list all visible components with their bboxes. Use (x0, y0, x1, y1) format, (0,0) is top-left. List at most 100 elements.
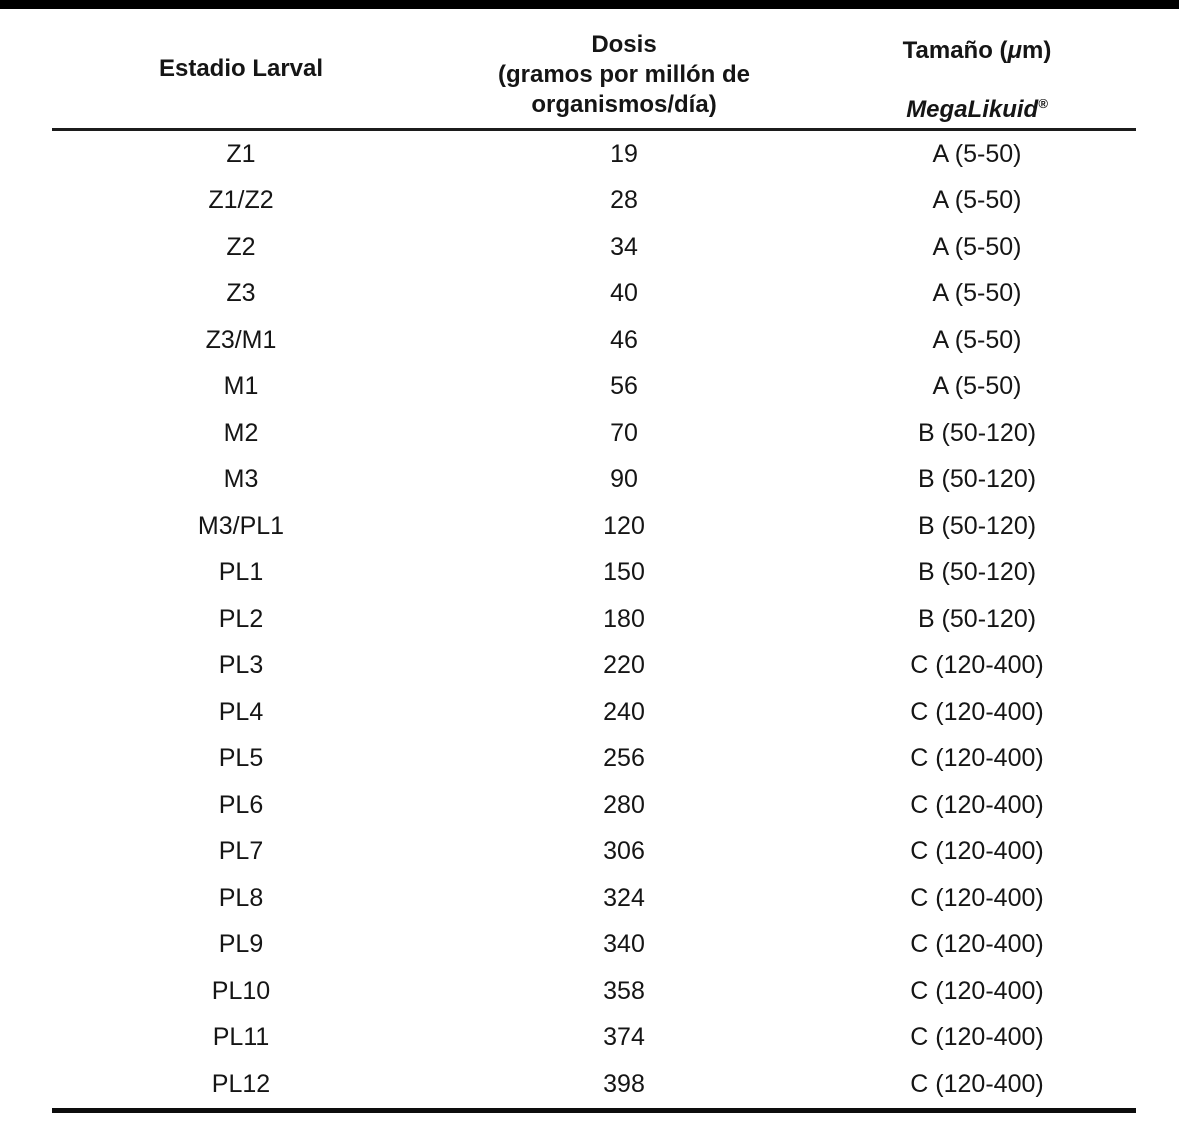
table-row: PL5 256 C (120-400) (52, 736, 1136, 783)
dose-cell: 306 (603, 837, 645, 866)
table-body: Z1 19 A (5-50) Z1/Z2 28 A (5-50) Z2 34 A… (52, 131, 1136, 1108)
stage-cell: Z1 (226, 139, 256, 168)
stage-cell: PL11 (212, 1023, 270, 1052)
stage-cell: PL9 (218, 930, 264, 959)
stage-cell: PL8 (218, 883, 264, 912)
larval-stage-column-header: Estadio Larval (52, 9, 430, 128)
table-row: Z1/Z2 28 A (5-50) (52, 178, 1136, 225)
dose-cell: 70 (610, 418, 638, 447)
dose-cell: 46 (610, 325, 638, 354)
size-cell: C (120-400) (910, 744, 1044, 773)
table-row: PL7 306 C (120-400) (52, 829, 1136, 876)
stage-cell: PL1 (218, 558, 264, 587)
table-row: M3/PL1 120 B (50-120) (52, 503, 1136, 550)
stage-cell: PL12 (211, 1069, 271, 1098)
dose-header-line1: Dosis (591, 30, 657, 58)
size-cell: C (120-400) (910, 837, 1044, 866)
table-row: Z1 19 A (5-50) (52, 131, 1136, 178)
bottom-border-rule (52, 1107, 1136, 1113)
table-row: Z3 40 A (5-50) (52, 271, 1136, 318)
dose-cell: 324 (603, 883, 645, 912)
registered-trademark-symbol: ® (1038, 96, 1048, 111)
table-row: PL12 398 C (120-400) (52, 1061, 1136, 1108)
dose-cell: 374 (603, 1023, 645, 1052)
size-cell: C (120-400) (910, 697, 1044, 726)
stage-cell: Z2 (226, 232, 256, 261)
dose-cell: 28 (610, 186, 638, 215)
table-row: Z3/M1 46 A (5-50) (52, 317, 1136, 364)
size-cell: A (5-50) (932, 232, 1022, 261)
stage-cell: PL7 (218, 837, 264, 866)
stage-cell: M1 (223, 372, 259, 401)
size-cell: A (5-50) (932, 279, 1022, 308)
size-header-mu-symbol: μ (1007, 37, 1023, 64)
size-header-prefix: Tamaño ( (902, 37, 1008, 64)
table-row: PL3 220 C (120-400) (52, 643, 1136, 690)
table-row: M3 90 B (50-120) (52, 457, 1136, 504)
table-row: Z2 34 A (5-50) (52, 224, 1136, 271)
dose-cell: 19 (610, 139, 638, 168)
table-header-row: Estadio Larval Dosis (gramos por millón … (52, 9, 1136, 131)
size-cell: C (120-400) (910, 930, 1044, 959)
size-cell: A (5-50) (932, 139, 1022, 168)
dose-cell: 358 (603, 976, 645, 1005)
stage-cell: PL10 (211, 976, 271, 1005)
stage-cell: PL5 (218, 744, 264, 773)
stage-cell: M3/PL1 (197, 511, 285, 540)
dose-cell: 280 (603, 790, 645, 819)
dose-header-line2: (gramos por millón de (497, 60, 751, 88)
size-cell: A (5-50) (932, 325, 1022, 354)
size-cell: B (50-120) (917, 465, 1037, 494)
top-border-bar (0, 0, 1179, 9)
size-column-header: Tamaño (μm) MegaLikuid® (818, 9, 1136, 128)
dose-cell: 120 (603, 511, 645, 540)
table-row: PL9 340 C (120-400) (52, 922, 1136, 969)
size-cell: C (120-400) (910, 1069, 1044, 1098)
stage-cell: PL2 (218, 604, 264, 633)
size-cell: C (120-400) (910, 1023, 1044, 1052)
size-cell: C (120-400) (910, 790, 1044, 819)
stage-cell: PL4 (218, 697, 264, 726)
dose-cell: 56 (610, 372, 638, 401)
larval-stage-header-label: Estadio Larval (158, 54, 324, 82)
table-row: PL8 324 C (120-400) (52, 875, 1136, 922)
table-row: PL11 374 C (120-400) (52, 1015, 1136, 1062)
size-cell: C (120-400) (910, 883, 1044, 912)
brand-name-label: MegaLikuid® (906, 89, 1048, 125)
dose-cell: 220 (603, 651, 645, 680)
stage-cell: Z1/Z2 (208, 186, 274, 215)
size-cell: C (120-400) (910, 976, 1044, 1005)
dose-column-header: Dosis (gramos por millón de organismos/d… (430, 9, 818, 128)
size-cell: A (5-50) (932, 372, 1022, 401)
table-row: M1 56 A (5-50) (52, 364, 1136, 411)
dose-cell: 90 (610, 465, 638, 494)
dose-cell: 340 (603, 930, 645, 959)
table-row: M2 70 B (50-120) (52, 410, 1136, 457)
dose-cell: 256 (603, 744, 645, 773)
dose-header-line3: organismos/día) (531, 90, 717, 118)
size-cell: B (50-120) (917, 604, 1037, 633)
size-cell: B (50-120) (917, 511, 1037, 540)
table-row: PL6 280 C (120-400) (52, 782, 1136, 829)
table-row: PL2 180 B (50-120) (52, 596, 1136, 643)
table-row: PL4 240 C (120-400) (52, 689, 1136, 736)
size-header-suffix: m) (1022, 37, 1052, 64)
dose-cell: 150 (603, 558, 645, 587)
size-cell: C (120-400) (910, 651, 1044, 680)
size-cell: B (50-120) (917, 418, 1037, 447)
table-row: PL10 358 C (120-400) (52, 968, 1136, 1015)
dosage-table: Estadio Larval Dosis (gramos por millón … (52, 9, 1136, 1113)
stage-cell: M2 (223, 418, 259, 447)
size-header-label: Tamaño (μm) (903, 36, 1052, 66)
dose-cell: 40 (610, 279, 638, 308)
size-cell: A (5-50) (932, 186, 1022, 215)
stage-cell: Z3 (226, 279, 256, 308)
stage-cell: M3 (223, 465, 259, 494)
dose-cell: 240 (603, 697, 645, 726)
dose-cell: 180 (603, 604, 645, 633)
brand-name-text: MegaLikuid (906, 96, 1039, 123)
stage-cell: Z3/M1 (205, 325, 277, 354)
dose-cell: 34 (610, 232, 638, 261)
stage-cell: PL3 (218, 651, 264, 680)
size-cell: B (50-120) (917, 558, 1037, 587)
